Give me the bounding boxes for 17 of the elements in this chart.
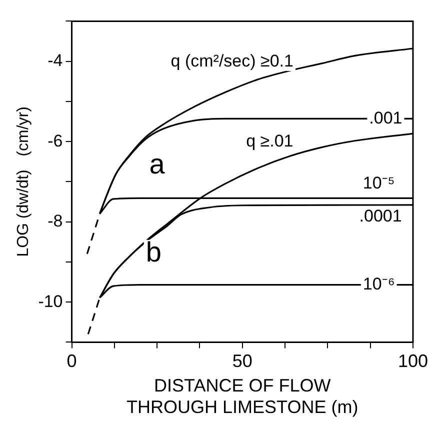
annotation: b — [146, 236, 162, 268]
annotation: .001 — [369, 108, 402, 128]
y-tick-label: -10 — [38, 292, 63, 311]
annotation: a — [149, 148, 166, 180]
annotation: q (cm²/sec) ≥0.1 — [170, 52, 294, 71]
y-tick-label: -6 — [48, 131, 63, 150]
x-tick-label: 100 — [398, 350, 428, 371]
annotation: 10⁻⁵ — [362, 173, 395, 192]
annotation: q ≥.01 — [246, 131, 294, 150]
annotation: 10⁻⁶ — [362, 274, 395, 294]
annotation: .0001 — [359, 206, 402, 226]
y-tick-label: -4 — [48, 51, 63, 70]
x-tick-label: 0 — [66, 350, 77, 371]
x-tick-label: 50 — [232, 350, 252, 371]
x-axis-title: DISTANCE OF FLOW THROUGH LIMESTONE (m) — [126, 376, 358, 418]
y-tick-label: -8 — [48, 212, 63, 231]
y-axis-title: LOG (dw/dt) (cm/yr) — [15, 106, 32, 257]
